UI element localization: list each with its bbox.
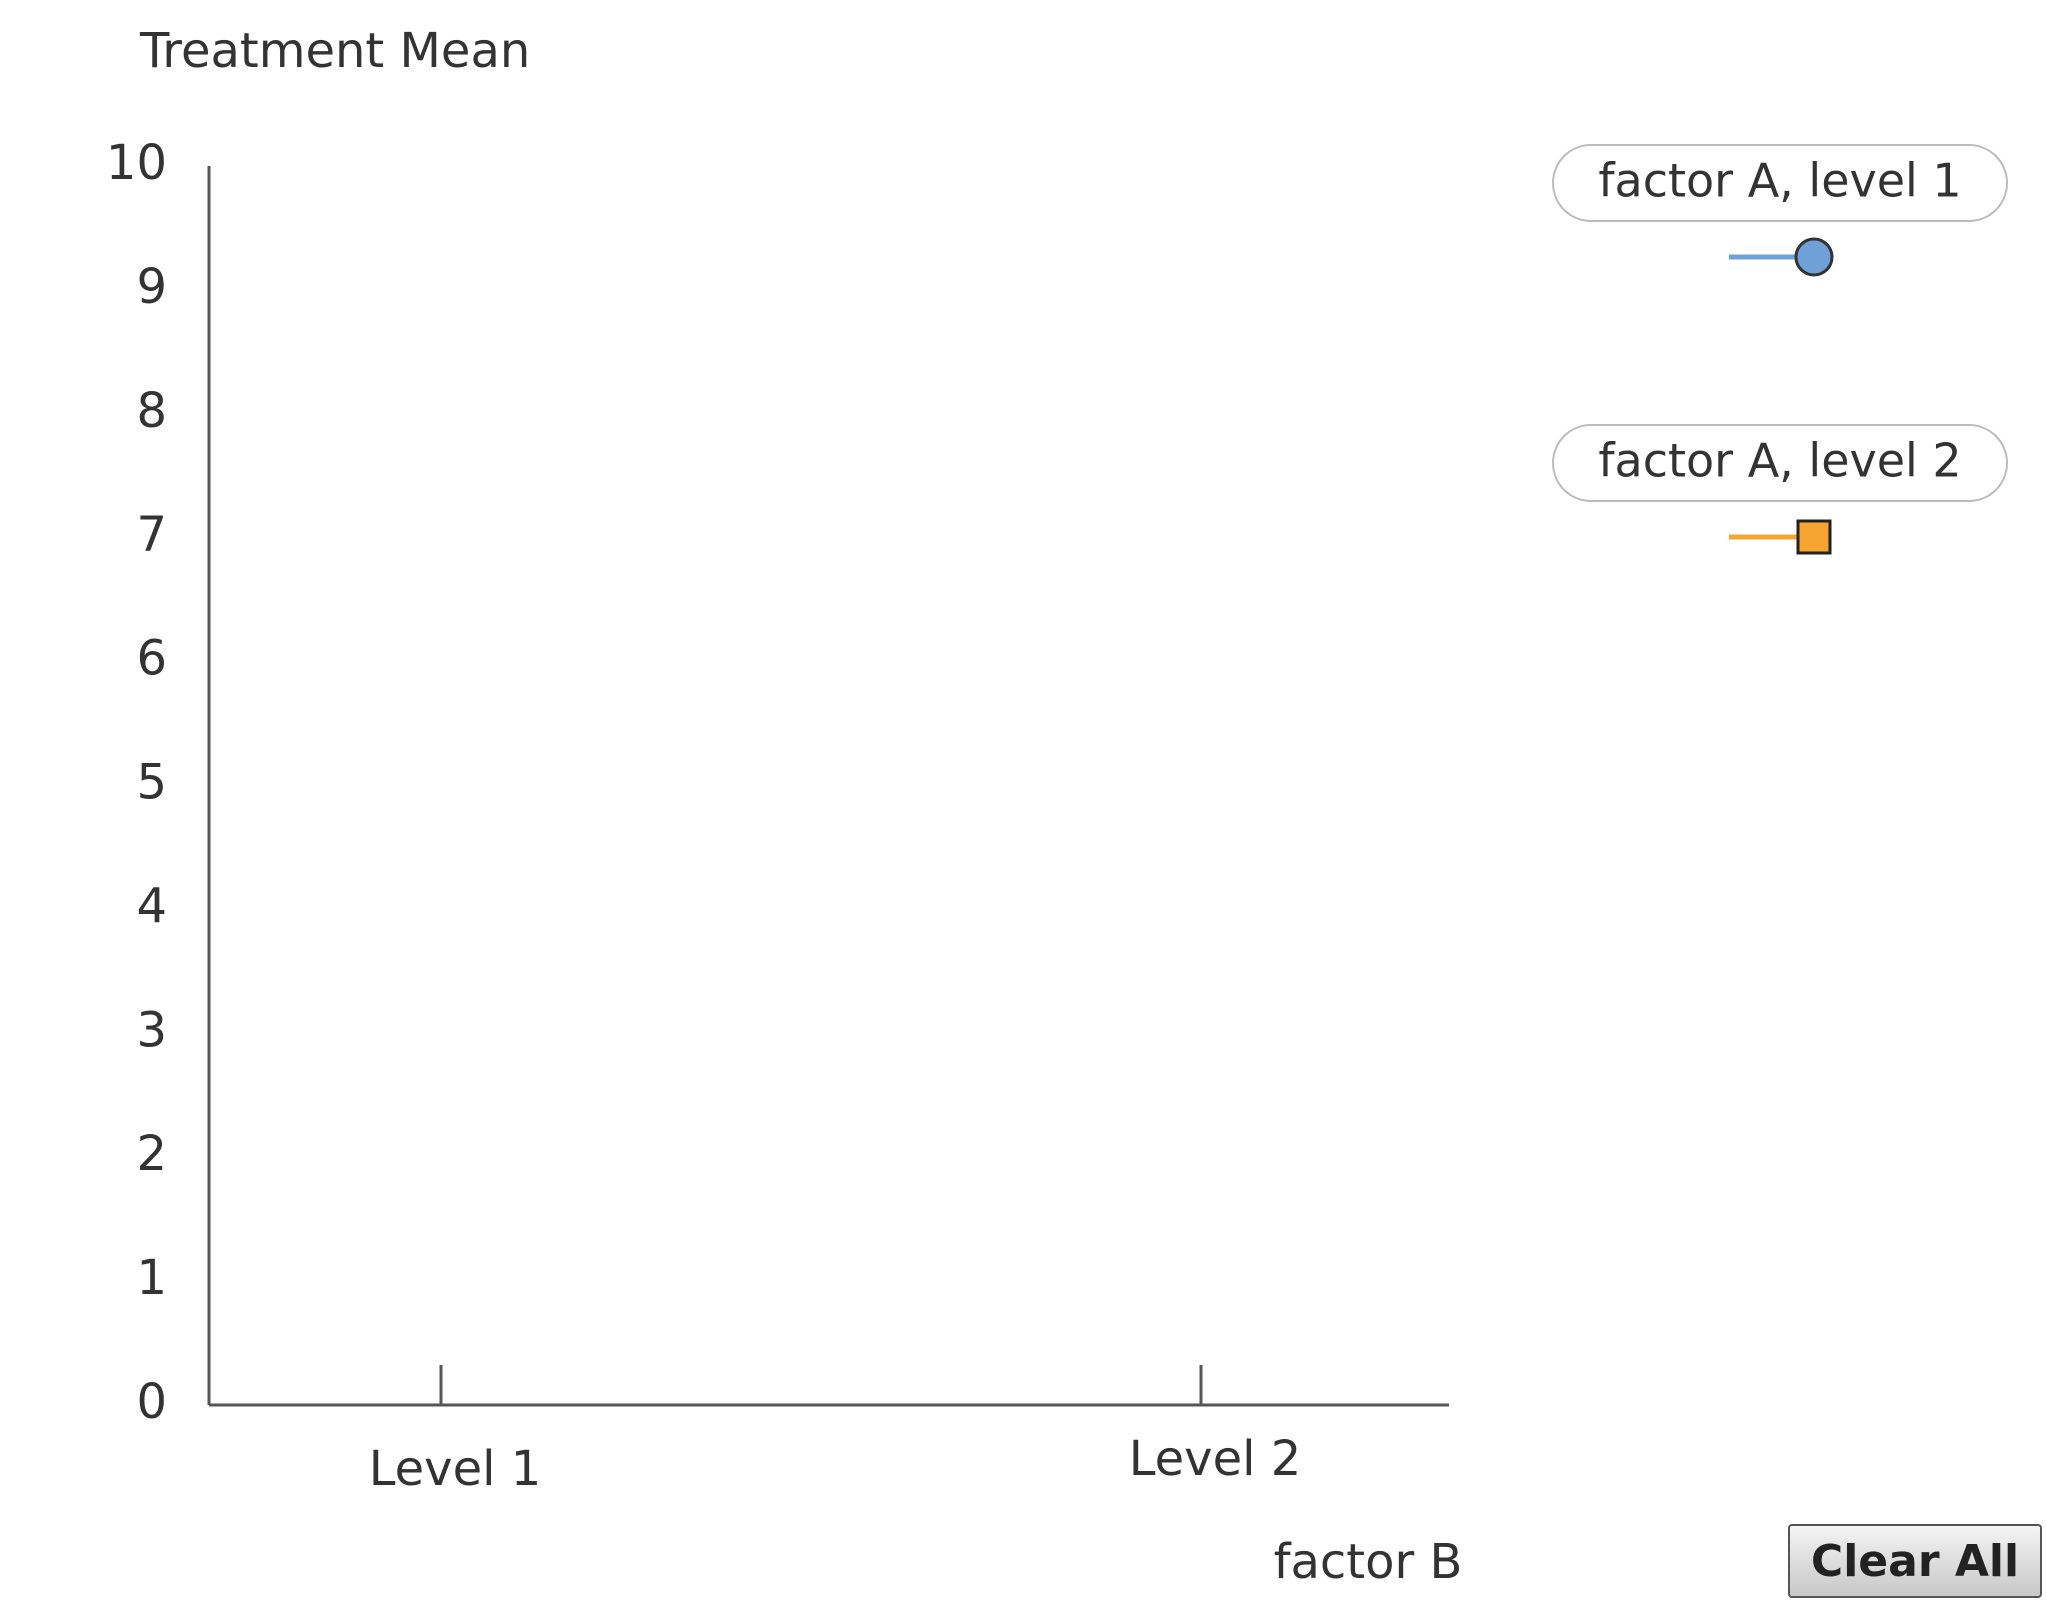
y-axis-title: Treatment Mean	[139, 23, 530, 79]
y-tick-label: 8	[136, 383, 167, 439]
legend-box	[1552, 144, 2008, 222]
y-tick-label: 2	[136, 1126, 167, 1182]
legend-label: factor A, level 1	[1598, 154, 1961, 208]
y-tick-label: 1	[136, 1250, 167, 1306]
y-tick-label: 6	[136, 631, 167, 687]
legend-box	[1552, 424, 2008, 502]
y-tick-label: 7	[136, 507, 167, 563]
legend-marker	[1794, 237, 1834, 277]
x-tick-label: Level 1	[369, 1441, 542, 1497]
y-tick-label: 10	[106, 135, 167, 191]
y-tick-label: 0	[136, 1374, 167, 1430]
x-axis-title: factor B	[1274, 1534, 1463, 1590]
legend-marker	[1796, 519, 1832, 555]
y-tick-label: 9	[136, 259, 167, 315]
clear-all-button[interactable]: Clear All	[1788, 1524, 2042, 1598]
x-tick-label: Level 2	[1129, 1431, 1302, 1487]
legend-label: factor A, level 2	[1598, 434, 1961, 488]
y-tick-label: 4	[136, 878, 167, 934]
y-tick-label: 5	[136, 755, 167, 811]
y-tick-label: 3	[136, 1002, 167, 1058]
